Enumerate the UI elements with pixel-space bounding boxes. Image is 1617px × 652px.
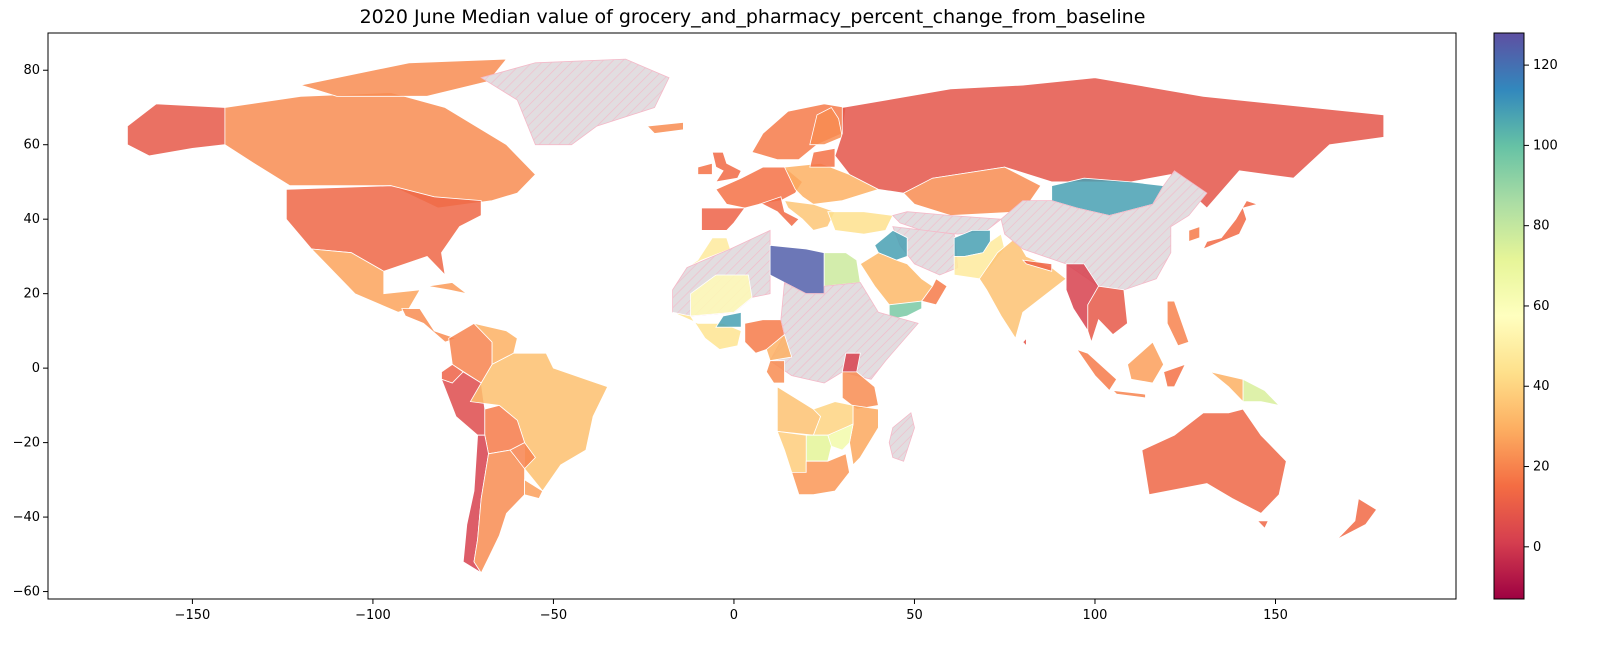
region-alaska [127,103,226,157]
region-new-zealand [1336,497,1378,540]
region-namibia [776,430,807,473]
region-canada-arctic [300,58,508,97]
country-shapes [127,58,1385,574]
region-egypt [823,252,861,287]
y-tick-label: −20 [13,436,40,451]
region-gabon [765,360,785,384]
region-morocco [686,237,731,268]
colorbar-tick-label: 120 [1533,58,1558,73]
x-tick-label: 100 [1083,608,1108,623]
region-ireland [697,162,713,175]
region-argentina [473,449,525,574]
region-kazakhstan [902,166,1042,216]
region-new-guinea-west [1210,371,1244,403]
colorbar-ticks: 0 20 40 60 80 100 120 [1524,58,1558,555]
region-sumatra [1075,348,1118,392]
x-tick-label: −150 [175,608,211,623]
region-philippines [1166,300,1190,347]
x-tick-label: 150 [1263,608,1288,623]
colorbar-gradient [1494,33,1524,599]
x-tick-label: 0 [730,608,738,623]
region-tanzania [841,371,879,410]
region-borneo [1127,341,1165,384]
x-tick-label: 50 [906,608,923,623]
region-south-africa [791,453,850,496]
axes-frame [47,32,1457,600]
region-central-america [401,308,458,343]
region-italy [759,196,800,228]
region-united-states [285,185,482,277]
region-finland [809,106,843,146]
y-tick-label: −40 [13,510,40,525]
region-oman [921,278,948,306]
colorbar: 0 20 40 60 80 100 120 [1493,32,1558,600]
region-iberia [701,207,746,231]
region-uganda [841,352,861,373]
colorbar-tick-label: 60 [1533,299,1550,314]
region-java [1111,389,1146,399]
x-tick-label: −100 [355,608,391,623]
y-tick-label: 80 [23,63,40,78]
region-peru [440,371,486,436]
region-angola [776,386,822,436]
colorbar-frame [1493,32,1525,600]
region-pakistan [953,233,1006,280]
region-yemen [888,300,923,321]
y-tick-label: 40 [23,212,40,227]
region-russia [834,77,1385,209]
region-sri-lanka [1022,337,1027,347]
region-greenland [480,58,670,146]
region-cuba [427,282,468,295]
region-madagascar [888,412,915,462]
region-turkey [827,211,894,235]
y-tick-label: 20 [23,287,40,302]
colorbar-tick-label: 80 [1533,219,1550,234]
region-indochina [1087,285,1128,344]
region-japan [1202,200,1259,250]
region-iceland [646,121,684,134]
region-australia [1141,408,1287,514]
x-axis: −150 −100 −50 0 50 100 150 [175,599,1288,623]
region-west-africa [672,311,742,350]
region-mexico [310,248,421,313]
colorbar-tick-label: 20 [1533,460,1550,475]
region-mozambique [849,404,879,466]
chart-title: 2020 June Median value of grocery_and_ph… [359,6,1146,28]
region-nepal [1021,259,1053,272]
region-united-kingdom [711,151,742,183]
region-libya [769,244,825,295]
region-burkina-faso [715,311,742,328]
region-mali [690,274,753,317]
colorbar-tick-label: 100 [1533,138,1558,153]
region-papua-new-guinea [1242,378,1281,407]
y-axis: −60 −40 −20 0 20 40 60 80 [13,63,48,600]
region-balkans [783,200,836,231]
y-tick-label: −60 [13,585,40,600]
region-botswana [805,434,832,462]
y-tick-label: 0 [32,361,40,376]
region-uruguay [524,479,544,499]
region-sulawesi [1163,363,1186,388]
x-tick-label: −50 [540,608,567,623]
colorbar-tick-label: 0 [1533,540,1541,555]
colorbar-tick-label: 40 [1533,379,1550,394]
y-tick-label: 60 [23,138,40,153]
region-korea [1188,226,1201,243]
region-cameroon [765,333,793,362]
region-tasmania [1256,520,1269,529]
region-baltics [809,147,836,168]
